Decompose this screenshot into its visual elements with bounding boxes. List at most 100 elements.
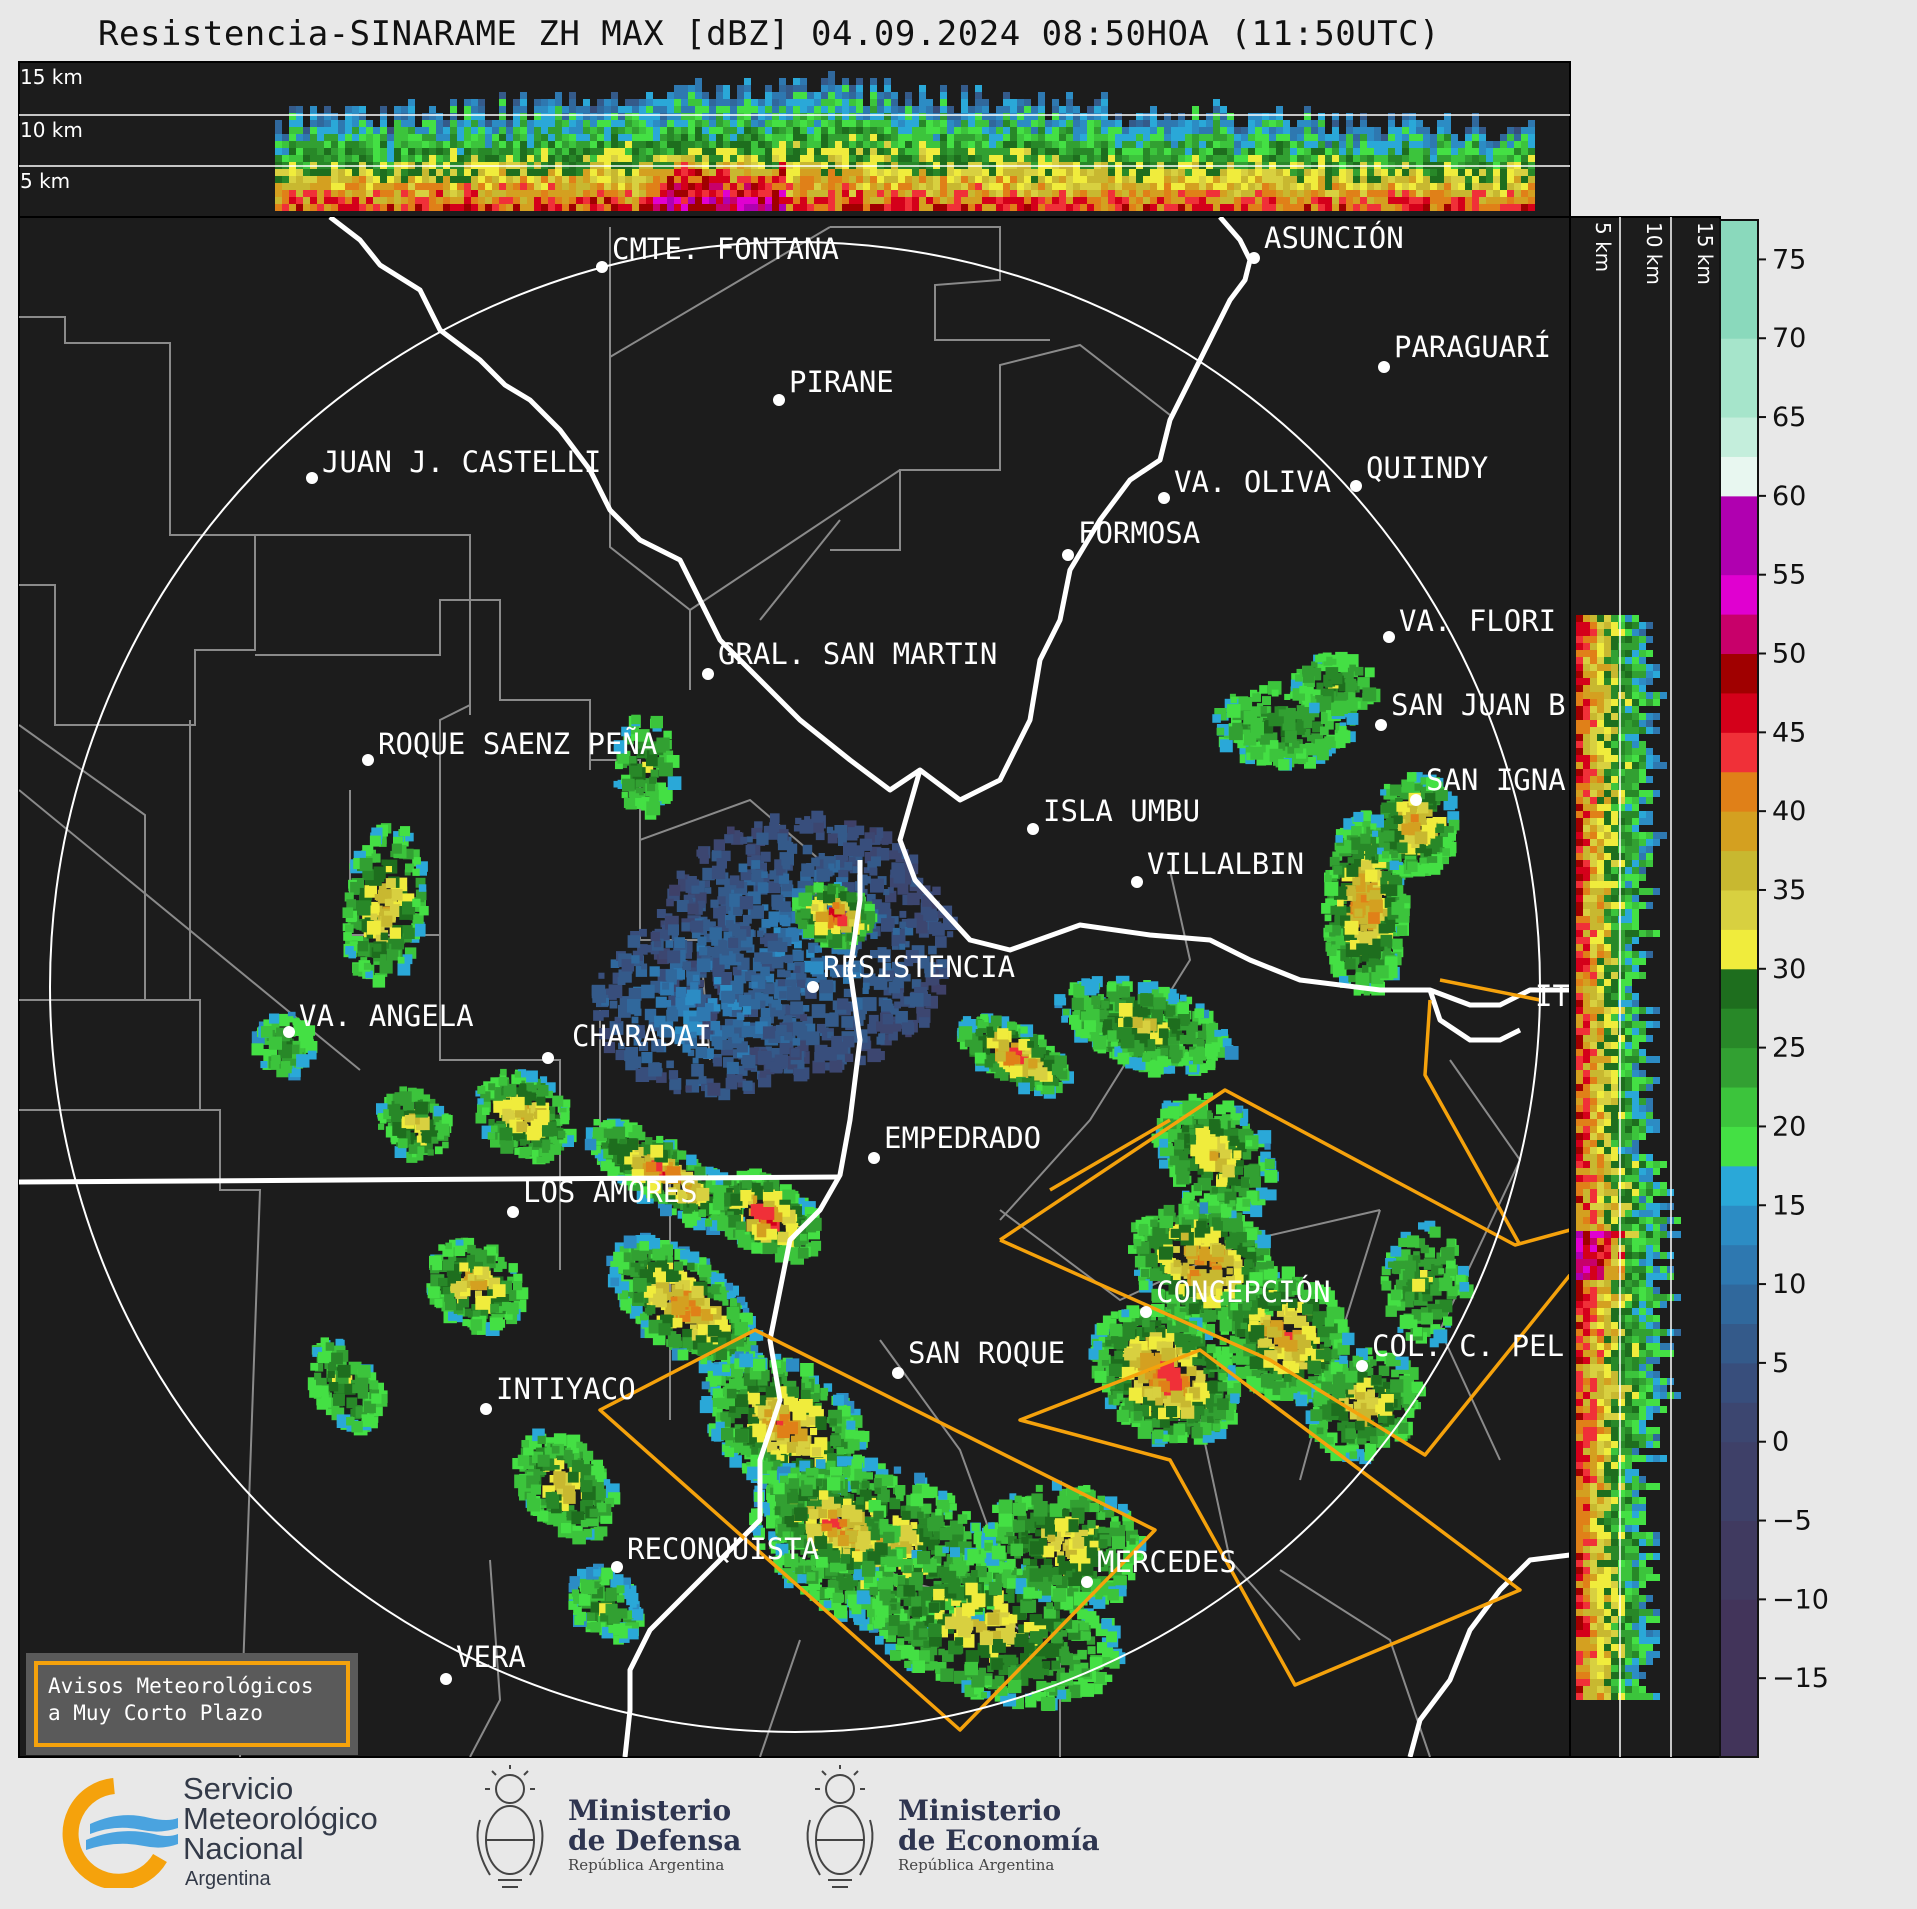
colorbar-tick-label: 70 (1772, 323, 1806, 354)
city-pirane: PIRANE (773, 365, 894, 406)
reflectivity-echoes (251, 651, 1474, 1711)
city-label: RECONQUISTA (627, 1532, 819, 1566)
colorbar-tick-label: 35 (1772, 875, 1806, 906)
city-dot-icon (892, 1367, 904, 1379)
colorbar-tick-label: 25 (1772, 1033, 1806, 1064)
ppi-panel: CMTE. FONTANA PIRANE ASUNCIÓN PARAGUARÍ JUAN… (18, 216, 1571, 1758)
city-resistencia: RESISTENCIA (807, 950, 1015, 993)
colorbar-tick-label: 60 (1772, 481, 1806, 512)
city-charadai: CHARADAI (542, 1019, 712, 1064)
city-paraguar-: PARAGUARÍ (1378, 330, 1551, 373)
city-dot-icon (702, 668, 714, 680)
city-dot-icon (1062, 549, 1074, 561)
city-cmte-fontana: CMTE. FONTANA (596, 232, 839, 273)
argentina-coat-of-arms-icon (476, 1765, 544, 1888)
city-label: ROQUE SAENZ PEÑA (378, 727, 657, 761)
colorbar-band (1720, 1205, 1758, 1246)
colorbar-tick-label: 10 (1772, 1269, 1806, 1300)
city-vera: VERA (440, 1640, 526, 1685)
city-label: ASUNCIÓN (1264, 221, 1404, 255)
economia-title1: Ministerio (898, 1794, 1062, 1827)
defensa-title2: de Defensa (568, 1824, 742, 1857)
colorbar-band (1720, 929, 1758, 970)
city-label: MERCEDES (1097, 1545, 1237, 1579)
colorbar-band (1720, 1520, 1758, 1600)
city-label: FORMOSA (1078, 516, 1200, 550)
city-dot-icon (868, 1152, 880, 1164)
city-markers: CMTE. FONTANA PIRANE ASUNCIÓN PARAGUARÍ JUAN… (283, 221, 1570, 1685)
defensa-wordmark: Ministerio de Defensa República Argentin… (568, 1794, 742, 1875)
colorbar-band (1720, 456, 1758, 497)
city-label: RESISTENCIA (823, 950, 1015, 984)
city-gral-san-martin: GRAL. SAN MARTIN (702, 637, 997, 680)
colorbar-tick-label: −5 (1772, 1506, 1812, 1537)
city-va-oliva: VA. OLIVA (1158, 465, 1331, 504)
map-title: Resistencia-SINARAME ZH MAX [dBZ] 04.09.… (98, 14, 1441, 54)
colorbar-band (1720, 732, 1758, 773)
warning-legend-box: Avisos Meteorológicos a Muy Corto Plazo (26, 1653, 358, 1755)
economia-title2: de Economía (898, 1824, 1100, 1857)
city-mercedes: MERCEDES (1081, 1545, 1237, 1588)
colorbar-band (1720, 495, 1758, 576)
colorbar-band (1720, 771, 1758, 812)
colorbar-band (1720, 220, 1758, 339)
defensa-sub: República Argentina (568, 1856, 725, 1874)
colorbar-tick-label: 55 (1772, 560, 1806, 591)
smn-line2: Meteorológico (183, 1801, 378, 1836)
city-dot-icon (362, 754, 374, 766)
colorbar-band (1720, 1362, 1758, 1403)
city-los-amores: LOS AMORES (507, 1175, 698, 1218)
colorbar-band (1720, 1008, 1758, 1049)
city-col-c-pel: COL. C. PEL (1356, 1329, 1564, 1372)
city-dot-icon (1375, 719, 1387, 731)
city-label: SAN ROQUE (908, 1336, 1065, 1370)
colorbar-band (1720, 1284, 1758, 1324)
city-label: QUIINDY (1366, 451, 1488, 485)
city-dot-icon (1140, 1306, 1152, 1318)
economia-wordmark: Ministerio de Economía República Argenti… (898, 1794, 1100, 1875)
city-asunci-n: ASUNCIÓN (1248, 221, 1404, 264)
city-reconquista: RECONQUISTA (611, 1532, 819, 1573)
warning-legend-line2: a Muy Corto Plazo (48, 1701, 263, 1725)
right-cs-label-15km: 15 km (1693, 222, 1717, 285)
range-ring (49, 241, 1541, 1733)
city-label: VA. ANGELA (299, 999, 474, 1033)
city-dot-icon (773, 394, 785, 406)
colorbar-band (1720, 1599, 1758, 1758)
top-cs-label-15km: 15 km (20, 65, 83, 89)
colorbar-band (1720, 850, 1758, 891)
city-san-roque: SAN ROQUE (892, 1336, 1065, 1379)
colorbar-tick-label: 50 (1772, 639, 1806, 670)
colorbar-band (1720, 1402, 1758, 1443)
city-roque-saenz-pe-a: ROQUE SAENZ PEÑA (362, 727, 657, 766)
city-juan-j-castelli: JUAN J. CASTELLI (306, 445, 601, 484)
city-dot-icon (1158, 492, 1170, 504)
city-label: ISLA UMBU (1043, 794, 1200, 828)
colorbar-band (1720, 1126, 1758, 1167)
warning-polygons (598, 978, 1570, 1732)
city-label: JUAN J. CASTELLI (322, 445, 601, 479)
city-empedrado: EMPEDRADO (868, 1121, 1041, 1164)
city-villalbin: VILLALBIN (1131, 847, 1304, 888)
colorbar-tick-label: −10 (1772, 1584, 1829, 1615)
smn-line4: Argentina (185, 1868, 271, 1890)
city-dot-icon (1350, 480, 1362, 492)
defensa-title1: Ministerio (568, 1794, 732, 1827)
colorbar-tick-label: 45 (1772, 717, 1806, 748)
city-label: PARAGUARÍ (1394, 330, 1551, 364)
colorbar-tick-label: −15 (1772, 1663, 1829, 1694)
colorbar-tick-label: 0 (1772, 1427, 1789, 1458)
colorbar-tick-label: 5 (1772, 1348, 1789, 1379)
smn-line3: Nacional (183, 1831, 304, 1866)
top-cs-label-10km: 10 km (20, 118, 83, 142)
right-cs-label-5km: 5 km (1591, 222, 1615, 272)
colorbar-band (1720, 614, 1758, 655)
smn-wordmark: Servicio Meteorológico Nacional Argentin… (183, 1773, 378, 1894)
city-label: VILLALBIN (1147, 847, 1304, 881)
right-cross-section: 5 km 10 km 15 km (1569, 216, 1721, 1758)
city-dot-icon (596, 261, 608, 273)
city-san-igna: SAN IGNA (1410, 763, 1566, 806)
top-cs-label-5km: 5 km (20, 169, 70, 193)
colorbar-band (1720, 1323, 1758, 1364)
